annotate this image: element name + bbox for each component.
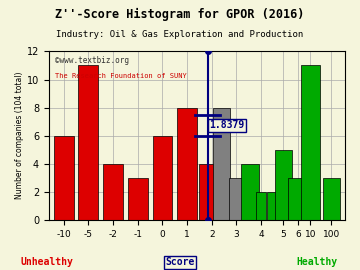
Text: Industry: Oil & Gas Exploration and Production: Industry: Oil & Gas Exploration and Prod… xyxy=(57,30,303,39)
Bar xyxy=(199,164,217,220)
Bar xyxy=(213,108,230,220)
Bar xyxy=(323,178,340,220)
Bar xyxy=(153,136,172,220)
Bar xyxy=(256,192,266,220)
Bar xyxy=(177,108,197,220)
Bar xyxy=(301,65,320,220)
Text: 1.8379: 1.8379 xyxy=(209,120,244,130)
Text: Unhealthy: Unhealthy xyxy=(21,257,73,267)
Text: Healthy: Healthy xyxy=(296,257,337,267)
Bar xyxy=(288,178,308,220)
Text: Z''-Score Histogram for GPOR (2016): Z''-Score Histogram for GPOR (2016) xyxy=(55,8,305,21)
Text: The Research Foundation of SUNY: The Research Foundation of SUNY xyxy=(55,73,186,79)
Bar xyxy=(103,164,123,220)
Bar xyxy=(54,136,73,220)
Y-axis label: Number of companies (104 total): Number of companies (104 total) xyxy=(15,72,24,200)
Bar xyxy=(275,150,292,220)
Bar xyxy=(78,65,98,220)
Text: Score: Score xyxy=(165,257,195,267)
Bar xyxy=(241,164,258,220)
Bar xyxy=(229,178,244,220)
Bar xyxy=(128,178,148,220)
Text: ©www.textbiz.org: ©www.textbiz.org xyxy=(55,56,129,65)
Bar xyxy=(267,192,277,220)
